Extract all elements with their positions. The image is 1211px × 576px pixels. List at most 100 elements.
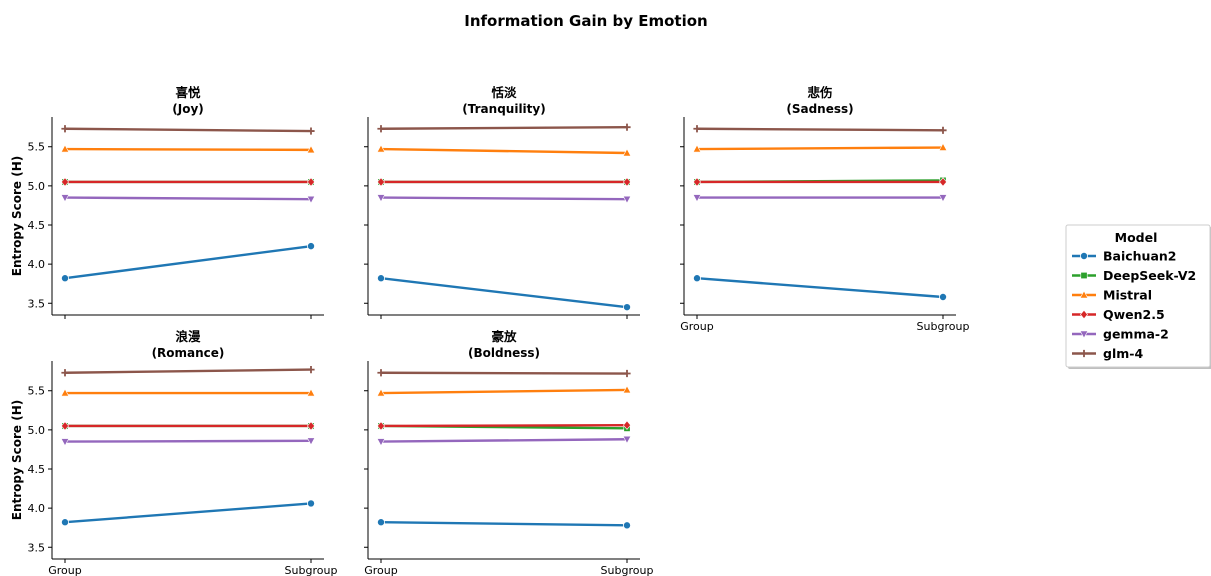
series-gemma-2 xyxy=(60,194,316,204)
legend-entry-deepseek-v2: DeepSeek-V2 xyxy=(1072,268,1196,283)
series-line-glm-4 xyxy=(64,127,312,133)
x-tick-label: Group xyxy=(680,320,714,333)
data-point-gemma-2 xyxy=(622,195,632,204)
series-mistral xyxy=(376,144,632,157)
series-line-baichuan2 xyxy=(696,277,944,299)
panel-boldness: 豪放 (Boldness) Group Subgroup xyxy=(364,329,653,576)
panel-title-en: (Joy) xyxy=(172,102,204,116)
legend-entry-mistral: Mistral xyxy=(1072,288,1152,303)
y-axis-label: Entropy Score (H) xyxy=(10,156,24,276)
legend-entry-baichuan2: Baichuan2 xyxy=(1072,249,1177,264)
series-line-gemma-2 xyxy=(380,438,628,443)
legend-marker xyxy=(1079,290,1089,299)
data-point-qwen2-5 xyxy=(307,421,315,431)
panel-title-zh: 悲伤 xyxy=(807,85,832,100)
series-qwen2-5 xyxy=(61,421,315,431)
legend-title: Model xyxy=(1115,230,1158,245)
series-line-baichuan2 xyxy=(64,244,312,280)
legend-label: glm-4 xyxy=(1103,346,1143,361)
series-line-gemma-2 xyxy=(64,196,312,201)
legend-marker xyxy=(1080,349,1088,358)
series-line-mistral xyxy=(380,147,628,155)
y-tick-label: 4.5 xyxy=(28,219,46,232)
data-point-qwen2-5 xyxy=(61,421,69,431)
series-gemma-2 xyxy=(60,437,316,447)
series-glm-4 xyxy=(61,125,315,135)
y-tick-label: 3.5 xyxy=(28,297,46,310)
series-mistral xyxy=(60,144,316,154)
series-line-mistral xyxy=(64,147,312,152)
legend-marker xyxy=(1080,251,1089,260)
panel-title-en: (Boldness) xyxy=(468,346,540,360)
y-tick-label: 4.5 xyxy=(28,463,46,476)
legend-marker xyxy=(1080,271,1088,279)
data-point-qwen2-5 xyxy=(623,177,631,187)
data-point-qwen2-5 xyxy=(307,177,315,187)
data-point-gemma-2 xyxy=(938,194,948,203)
data-point-qwen2-5 xyxy=(623,420,631,430)
x-tick-label: Subgroup xyxy=(917,320,970,333)
y-tick-label: 3.5 xyxy=(28,541,46,554)
legend-label: Mistral xyxy=(1103,288,1152,303)
y-tick-label: 4.0 xyxy=(28,502,46,515)
panel-sadness: 悲伤 (Sadness) Group Subgroup xyxy=(680,85,969,333)
series-gemma-2 xyxy=(376,435,632,447)
data-point-baichuan2 xyxy=(61,518,70,527)
legend-label: gemma-2 xyxy=(1103,327,1169,342)
data-point-mistral xyxy=(692,144,702,153)
series-line-baichuan2 xyxy=(380,277,628,309)
data-point-baichuan2 xyxy=(376,274,385,283)
series-baichuan2 xyxy=(376,274,632,312)
panel-title-zh: 恬淡 xyxy=(491,85,517,100)
legend-entry-qwen2-5: Qwen2.5 xyxy=(1072,307,1165,322)
data-point-mistral xyxy=(938,142,948,151)
legend-entry-gemma-2: gemma-2 xyxy=(1072,327,1169,342)
legend-entry-glm-4: glm-4 xyxy=(1072,346,1143,361)
data-point-mistral xyxy=(622,148,632,157)
series-line-qwen2-5 xyxy=(380,423,628,428)
panels-group: 喜悦 (Joy) 3.5 4.0 4.5 5.0 5.5 Entropy Score (H) 恬… xyxy=(10,85,969,576)
panel-title-zh: 浪漫 xyxy=(175,329,201,344)
data-point-gemma-2 xyxy=(376,194,386,203)
x-tick-label: Subgroup xyxy=(601,564,654,576)
series-mistral xyxy=(60,388,316,397)
legend-label: Qwen2.5 xyxy=(1103,307,1165,322)
data-point-baichuan2 xyxy=(306,499,315,508)
legend-label: DeepSeek-V2 xyxy=(1103,268,1196,283)
data-point-gemma-2 xyxy=(306,437,316,446)
data-point-glm-4 xyxy=(623,369,631,378)
series-baichuan2 xyxy=(693,274,948,301)
data-point-qwen2-5 xyxy=(377,177,385,187)
data-point-mistral xyxy=(376,144,386,153)
series-line-mistral xyxy=(380,388,628,395)
series-glm-4 xyxy=(377,369,631,378)
panel-title-en: (Sadness) xyxy=(786,102,853,116)
panel-joy: 喜悦 (Joy) 3.5 4.0 4.5 5.0 5.5 Entropy Score (H) xyxy=(10,85,324,319)
series-line-glm-4 xyxy=(64,368,312,374)
data-point-glm-4 xyxy=(939,126,947,134)
data-point-mistral xyxy=(306,388,316,397)
series-deepseek-v2 xyxy=(377,422,631,432)
data-point-glm-4 xyxy=(61,125,69,133)
series-mistral xyxy=(692,142,948,153)
y-tick-label: 4.0 xyxy=(28,258,46,271)
x-tick-label: Subgroup xyxy=(285,564,338,576)
series-qwen2-5 xyxy=(693,177,947,187)
data-point-mistral xyxy=(306,145,316,154)
legend-marker xyxy=(1080,309,1088,320)
series-qwen2-5 xyxy=(377,420,631,431)
y-axis-label: Entropy Score (H) xyxy=(10,400,24,520)
data-point-glm-4 xyxy=(377,369,385,377)
data-point-glm-4 xyxy=(307,366,315,374)
series-baichuan2 xyxy=(61,242,315,283)
series-qwen2-5 xyxy=(377,177,631,187)
data-point-glm-4 xyxy=(693,125,701,133)
series-baichuan2 xyxy=(376,518,632,530)
series-line-glm-4 xyxy=(696,127,944,132)
panel-title-en: (Romance) xyxy=(152,346,225,360)
panel-title-zh: 喜悦 xyxy=(175,85,201,100)
data-point-mistral xyxy=(60,388,70,397)
data-point-gemma-2 xyxy=(622,435,632,444)
series-glm-4 xyxy=(61,366,315,377)
